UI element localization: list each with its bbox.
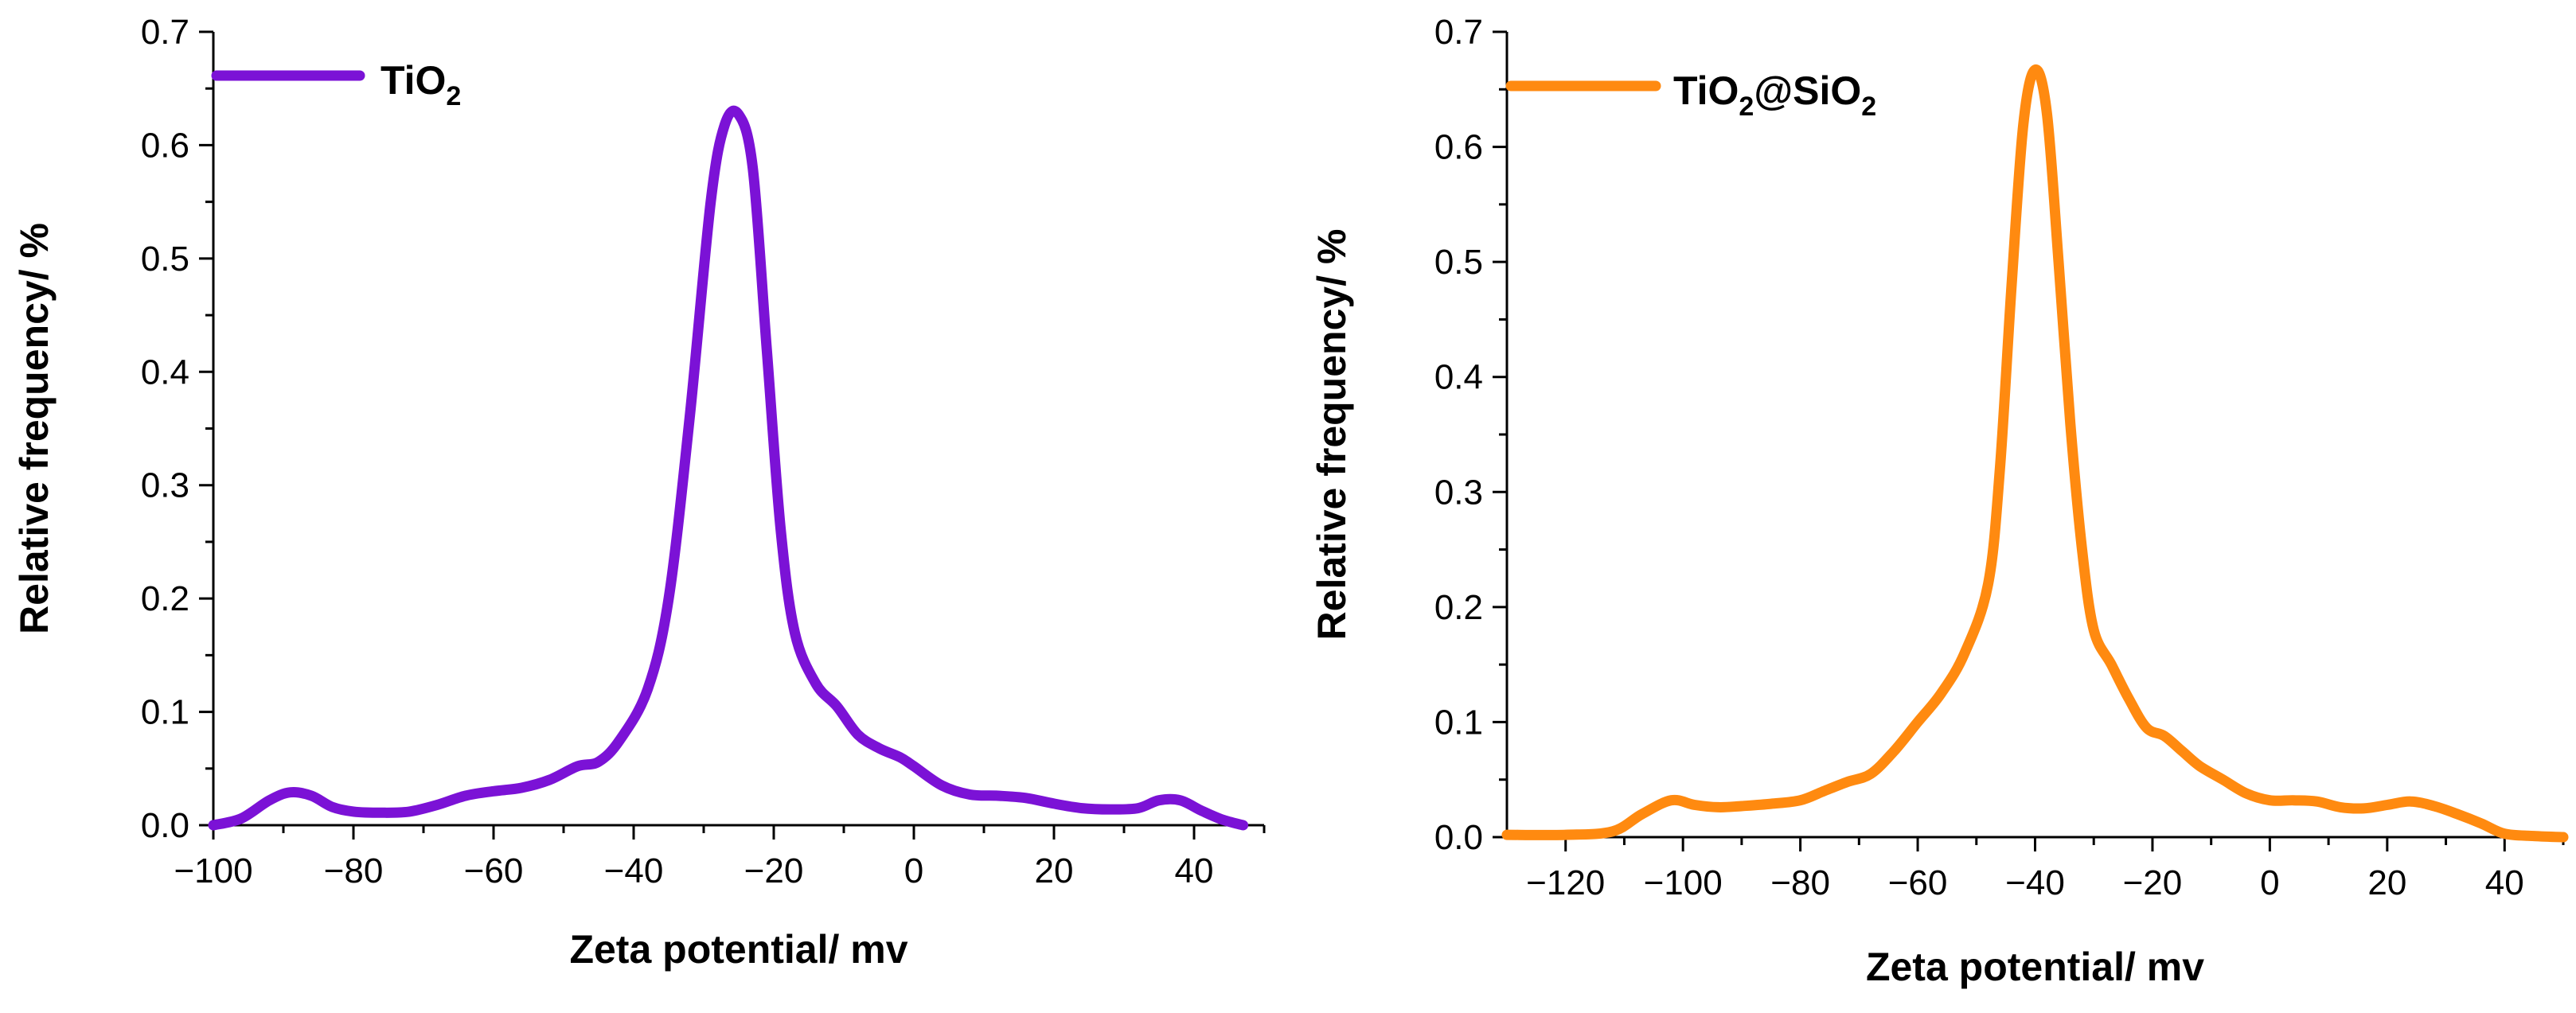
y-tick-label: 0.3 — [141, 466, 189, 505]
y-tick-label: 0.0 — [141, 806, 189, 845]
legend-label-subscript-2: 2 — [1861, 92, 1876, 122]
x-tick-label: −100 — [174, 851, 252, 890]
legend-label-subscript: 2 — [446, 81, 461, 111]
y-axis-title: Relative frequency/ % — [12, 223, 57, 634]
legend-label-main: TiO — [1673, 68, 1739, 113]
x-tick-label: 40 — [1175, 851, 1214, 890]
legend-label: TiO2 — [381, 58, 461, 111]
y-tick-label: 0.5 — [141, 240, 189, 279]
x-tick-label: −40 — [2005, 863, 2065, 902]
x-axis-title: Zeta potential/ mv — [1866, 945, 2204, 989]
x-tick-label: −60 — [464, 851, 524, 890]
x-tick-label: 20 — [1035, 851, 1074, 890]
y-tick-label: 0.1 — [141, 693, 189, 732]
y-tick-label: 0.6 — [1434, 128, 1483, 167]
series-line-tio2-sio2 — [1501, 64, 2569, 843]
y-tick-label: 0.1 — [1434, 703, 1483, 742]
legend-label-main: TiO — [381, 58, 446, 103]
x-tick-label: −120 — [1526, 863, 1605, 902]
y-tick-label: 0.4 — [1434, 358, 1483, 397]
y-tick-label: 0.0 — [1434, 818, 1483, 857]
legend-label: TiO2@SiO2 — [1673, 68, 1876, 122]
series-line-tio2 — [208, 105, 1249, 831]
x-tick-label: −60 — [1888, 863, 1948, 902]
y-tick-label: 0.3 — [1434, 473, 1483, 512]
y-axis-title: Relative frequency/ % — [1309, 229, 1354, 641]
y-tick-label: 0.6 — [141, 126, 189, 165]
y-tick-label: 0.2 — [141, 579, 189, 618]
y-tick-label: 0.7 — [1434, 13, 1483, 52]
x-tick-label: −20 — [2123, 863, 2183, 902]
y-tick-label: 0.7 — [141, 13, 189, 52]
x-tick-label: −20 — [744, 851, 804, 890]
chart-tio2-sio2: −120 −100 −80 −60 −40 −20 0 20 40 0.0 0.1 0.2 0.3 0.4… — [1309, 13, 2569, 989]
x-tick-label: 0 — [2260, 863, 2279, 902]
chart-tio2: −100 −80 −60 −40 −20 0 20 40 0.0 0.1 0.2 0.3 0.4 0.5 0… — [12, 13, 1266, 972]
y-tick-label: 0.5 — [1434, 243, 1483, 282]
x-tick-label: 0 — [904, 851, 923, 890]
x-tick-label: −80 — [324, 851, 384, 890]
x-tick-label: 20 — [2367, 863, 2406, 902]
legend-label-subscript: 2 — [1739, 92, 1754, 122]
x-tick-label: −40 — [604, 851, 664, 890]
x-tick-label: −80 — [1770, 863, 1830, 902]
y-tick-label: 0.2 — [1434, 588, 1483, 627]
legend-label-main-2: @SiO — [1754, 68, 1861, 113]
x-tick-label: 40 — [2485, 863, 2524, 902]
y-tick-label: 0.4 — [141, 353, 189, 392]
x-tick-label: −100 — [1644, 863, 1723, 902]
x-axis-title: Zeta potential/ mv — [569, 927, 907, 972]
